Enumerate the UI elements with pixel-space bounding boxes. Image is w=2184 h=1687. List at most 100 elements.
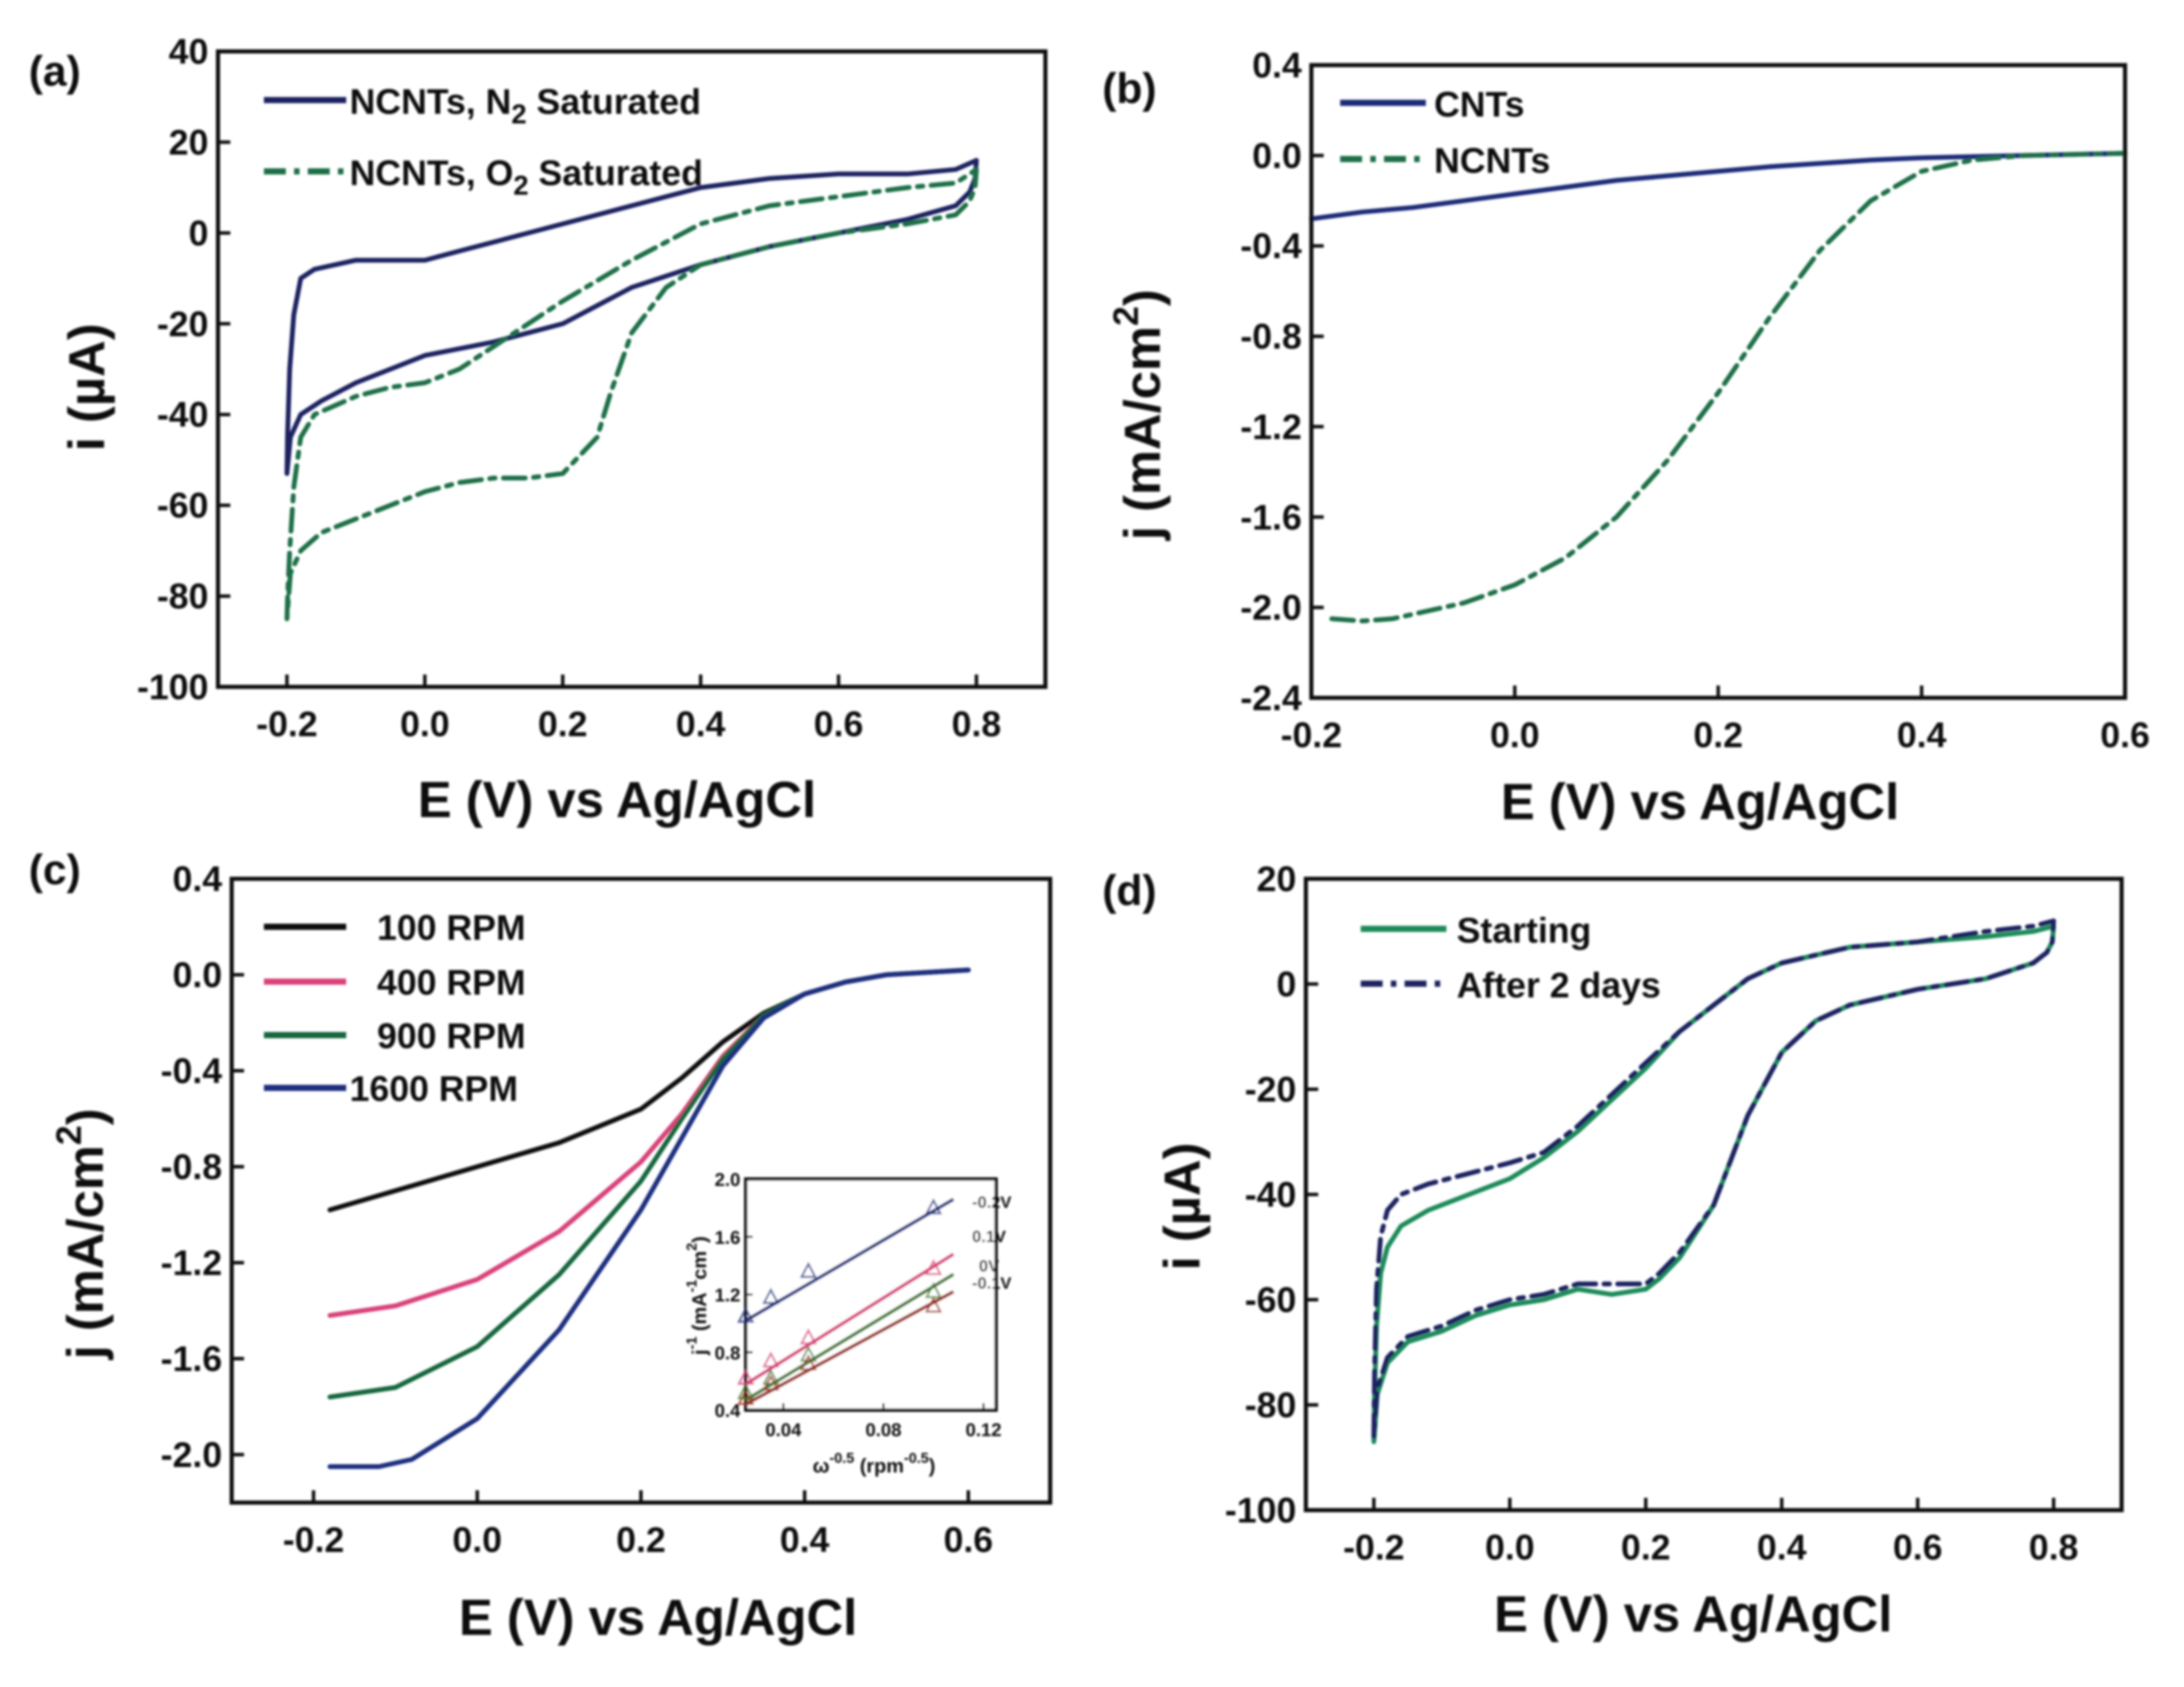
panel-c-y-axis-label: j (mA/cm2) xyxy=(49,1108,114,1361)
inset-label-m02v: -0.2V xyxy=(972,1193,1011,1212)
inset-x-tick-label: 0.08 xyxy=(865,1420,901,1440)
inset-point-2-2 xyxy=(799,1345,817,1362)
panel-c-series-group xyxy=(327,967,971,1469)
panel-a-y-axis-label: i (µA) xyxy=(58,324,115,452)
inset-point-1-3 xyxy=(925,1259,943,1276)
inset-fit-line-1 xyxy=(744,1252,955,1386)
inset-fit-line-2 xyxy=(744,1272,955,1402)
panel-a-series-group xyxy=(284,158,979,622)
inset-point-2-0 xyxy=(737,1383,755,1400)
legend-label-400rpm: 400 RPM xyxy=(377,963,526,1003)
panel-a-y-axis-mu: µ xyxy=(58,377,115,406)
inset-x-tick-label: 0.12 xyxy=(965,1420,1002,1440)
panel-a-x-tick-label: 0.2 xyxy=(538,705,587,744)
inset-fit-line-3 xyxy=(744,1290,955,1406)
panel-b-y-tick-label: -0.4 xyxy=(1240,227,1302,267)
legend-label-900rpm: 900 RPM xyxy=(377,1017,526,1056)
legend-label-cnts: CNTs xyxy=(1434,85,1525,125)
inset-point-1-1 xyxy=(762,1351,779,1368)
panel-c-y-tick-label: -1.6 xyxy=(160,1339,222,1379)
panel-a-x-tick-label: 0.8 xyxy=(951,705,1001,744)
inset-x-tick-label: 0.04 xyxy=(765,1420,801,1440)
panel-b-x-tick-label: 0.4 xyxy=(1897,716,1946,755)
panel-b-y-tick-label: -1.2 xyxy=(1240,407,1302,447)
inset-point-3-2 xyxy=(799,1354,817,1371)
inset-label-0v: 0V xyxy=(979,1257,999,1276)
panel-c-legend: 100 RPM 400 RPM 900 RPM 1600 RPM xyxy=(264,908,526,1109)
inset-point-0-0 xyxy=(737,1306,755,1323)
panel-d-y-axis-mu: µ xyxy=(1154,1196,1211,1226)
panel-c-y-tick-label: -0.8 xyxy=(160,1148,222,1187)
panel-b-y-tick-label: -2.0 xyxy=(1240,588,1302,628)
inset-point-0-2 xyxy=(799,1261,817,1278)
panel-b-series-1 xyxy=(1329,151,2128,624)
panel-d-y-axis-label: i (µA) xyxy=(1154,1143,1211,1271)
panel-label-d: (d) xyxy=(1102,867,1156,914)
panel-a: (a) -0.2 0.0 0.2 0.4 0.6 0.8 -100 -80 -60 -40 -20… xyxy=(29,32,1047,828)
panel-c-x-tick-label: 0.2 xyxy=(616,1520,666,1560)
panel-c-x-tick-label: 0.4 xyxy=(780,1520,829,1560)
panel-b-legend: CNTs NCNTs xyxy=(1340,85,1550,181)
panel-d-y-tick-label: -20 xyxy=(1245,1070,1296,1110)
panel-b-x-tick-label: -0.2 xyxy=(1281,716,1342,755)
panel-c-x-tick-label: 0.0 xyxy=(452,1520,502,1560)
panel-c-y-tick-label: -2.0 xyxy=(160,1435,222,1475)
panel-d-y-tick-label: -60 xyxy=(1245,1281,1296,1320)
panel-label-a: (a) xyxy=(29,48,81,95)
panel-b-y-tick-label: 0.0 xyxy=(1252,136,1302,176)
panel-a-legend: NCNTs, N2 Saturated NCNTs, O2 Saturated xyxy=(264,82,703,201)
panel-a-x-tick-label: 0.4 xyxy=(676,705,725,744)
panel-a-y-tick-label: -60 xyxy=(157,486,208,526)
panel-d-x-tick-label: 0.0 xyxy=(1485,1528,1534,1568)
panel-b-y-tick-label: -0.8 xyxy=(1240,317,1302,357)
panel-b: (b) -0.2 0.0 0.2 0.4 0.6 -2.4 -2.0 -1.6 -1.2 -0.… xyxy=(1102,46,2150,830)
panel-c-y-tick-label: 0.0 xyxy=(173,956,222,995)
panel-d-legend: Starting After 2 days xyxy=(1361,911,1661,1006)
inset-y-tick-label: 0.8 xyxy=(714,1343,740,1363)
legend-label-o2: NCNTs, O2 Saturated xyxy=(350,154,703,201)
panel-d-series-group xyxy=(1371,918,2056,1444)
panel-c-x-tick-label: -0.2 xyxy=(283,1520,345,1560)
panel-label-c: (c) xyxy=(29,847,81,894)
inset-point-1-2 xyxy=(799,1328,817,1345)
panel-label-b: (b) xyxy=(1102,65,1156,112)
inset-y-tick-label: 1.2 xyxy=(714,1285,740,1306)
panel-c-y-tick-label: 0.4 xyxy=(173,860,222,899)
inset-y-tick-label: 0.4 xyxy=(714,1400,740,1421)
panel-d-y-tick-label: -100 xyxy=(1225,1491,1296,1531)
legend-label-n2: NCNTs, N2 Saturated xyxy=(350,82,701,130)
panel-d-x-tick-label: 0.2 xyxy=(1621,1528,1671,1568)
panel-d-y-tick-label: 20 xyxy=(1257,860,1296,899)
panel-a-y-tick-label: -100 xyxy=(137,668,208,707)
panel-c-x-tick-label: 0.6 xyxy=(943,1520,993,1560)
panel-c-y-tick-label: -0.4 xyxy=(160,1052,222,1091)
panel-b-y-tick-label: -2.4 xyxy=(1240,679,1302,718)
inset-y-tick-label: 1.6 xyxy=(714,1227,740,1248)
panel-a-x-tick-label: -0.2 xyxy=(256,705,318,744)
panel-b-y-tick-label: 0.4 xyxy=(1252,46,1302,86)
inset-x-axis-label: ω-0.5 (rpm-0.5) xyxy=(812,1451,935,1477)
panel-d-x-axis-label: E (V) vs Ag/AgCl xyxy=(1494,1586,1892,1642)
inset-point-3-3 xyxy=(925,1296,943,1313)
panel-d-series-1 xyxy=(1371,918,2056,1440)
legend-label-ncnts: NCNTs xyxy=(1434,141,1550,181)
inset-y-axis-label: j-1 (mA-1cm2) xyxy=(684,1236,711,1355)
panel-b-series-group xyxy=(1309,151,2128,624)
panel-a-series-0 xyxy=(284,158,979,476)
panel-a-y-tick-label: 0 xyxy=(189,214,208,254)
inset-point-3-0 xyxy=(737,1388,755,1405)
legend-label-starting: Starting xyxy=(1457,911,1591,951)
inset-label-m01v: -0.1V xyxy=(972,1274,1011,1293)
legend-label-100rpm: 100 RPM xyxy=(377,908,526,948)
panel-b-y-axis-label: j (mA/cm2) xyxy=(1106,289,1171,542)
panel-b-x-tick-label: 0.2 xyxy=(1693,716,1743,755)
panel-b-x-tick-label: 0.0 xyxy=(1490,716,1540,755)
panel-a-y-tick-label: -20 xyxy=(157,304,208,344)
panel-d-plot-frame xyxy=(1304,877,2124,1512)
panel-d-x-tick-label: 0.4 xyxy=(1757,1528,1806,1568)
panel-a-y-tick-label: 40 xyxy=(169,32,208,72)
inset-point-3-1 xyxy=(762,1374,779,1391)
panel-c-plot-frame xyxy=(230,877,1052,1505)
inset-label-01v: 0.1V xyxy=(972,1228,1006,1246)
